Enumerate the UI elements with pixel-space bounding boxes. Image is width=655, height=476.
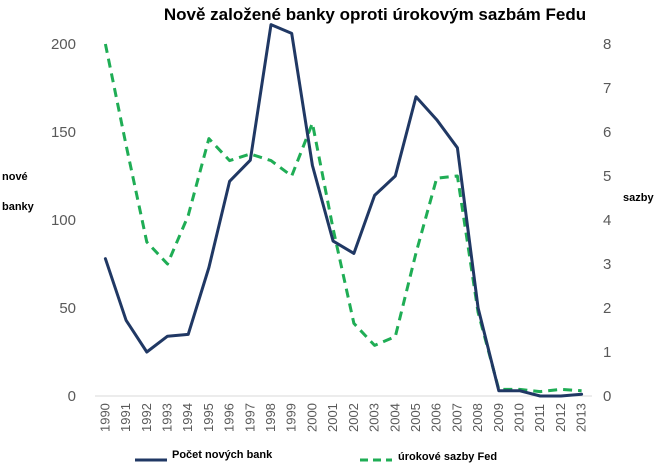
series-line-urokove-sazby [103,43,582,394]
left-axis-label-line2: banky [2,201,35,213]
x-tick-label: 2001 [325,403,340,432]
legend-label-urokove-sazby: úrokové sazby Fed [398,451,497,463]
y-right-tick-label: 6 [603,124,611,141]
x-tick-label: 2013 [574,403,589,432]
x-tick-label: 1997 [242,403,257,432]
x-tick-label: 2010 [512,403,527,432]
right-axis-label: sazby [623,192,654,204]
x-tick-label: 2007 [449,403,464,432]
x-tick-label: 2002 [346,403,361,432]
x-tick-label: 1994 [180,403,195,432]
y-right-tick-label: 5 [603,168,611,185]
x-tick-label: 2005 [408,403,423,432]
x-tick-label: 1995 [201,403,216,432]
y-right-tick-label: 8 [603,36,611,53]
y-left-tick-label: 100 [51,212,76,229]
y-left-tick-label: 200 [51,36,76,53]
y-right-tick-label: 7 [603,80,611,97]
legend: Počet nových bank úrokové sazby Fed [135,449,497,463]
x-tick-label: 2011 [532,404,547,432]
x-tick-label: 1992 [139,403,154,432]
x-tick-label: 2000 [304,403,319,432]
x-tick-label: 2009 [491,403,506,432]
x-tick-label: 1999 [284,403,299,432]
y-right-tick-label: 1 [603,344,611,361]
x-tick-label: 1993 [159,403,174,432]
left-axis-label-line1: nové [2,171,28,183]
x-tick-label: 1991 [118,403,133,432]
x-tick-label: 2003 [367,403,382,432]
x-tick-label: 1990 [97,403,112,432]
x-tick-label: 1998 [263,403,278,432]
x-tick-label: 1996 [222,403,237,432]
y-right-tick-label: 3 [603,256,611,273]
y-left-tick-label: 50 [59,300,76,317]
series-line-pocet-novych-bank [103,23,584,398]
series-layer [103,23,584,398]
y-right-tick-label: 2 [603,300,611,317]
y-left-tick-label: 0 [68,388,76,405]
x-tick-label: 2012 [553,403,568,432]
x-tick-label: 2006 [429,403,444,432]
x-tick-label: 2008 [470,403,485,432]
legend-label-novych-bank: Počet nových bank [172,449,273,461]
y-right-tick-label: 4 [603,212,611,229]
x-tick-label: 2004 [387,403,402,432]
chart-title: Nově založené banky oproti úrokovým sazb… [164,5,586,24]
y-left-tick-label: 150 [51,124,76,141]
y-right-tick-label: 0 [603,388,611,405]
